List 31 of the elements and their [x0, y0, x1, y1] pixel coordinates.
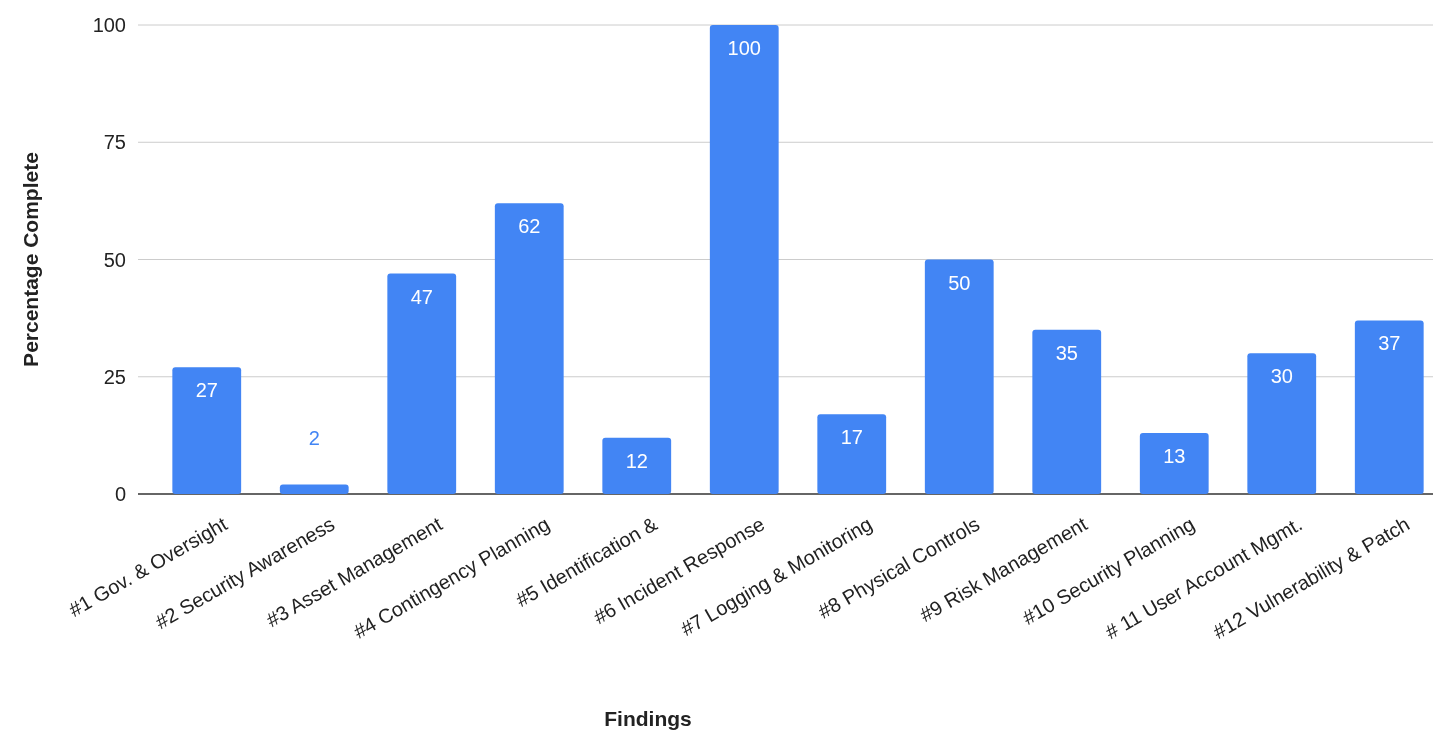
bar	[1032, 329, 1102, 494]
data-label: 2	[308, 426, 320, 449]
bar	[924, 259, 994, 494]
y-tick-label: 0	[114, 483, 126, 505]
bar	[494, 203, 564, 494]
bar	[387, 273, 457, 494]
y-axis-title: Percentage Complete	[19, 152, 42, 367]
bar	[1354, 320, 1424, 494]
bar	[817, 414, 887, 494]
data-label: 27	[195, 379, 218, 402]
y-tick-label: 75	[103, 131, 126, 154]
bar	[1139, 433, 1209, 494]
data-label: 17	[840, 426, 863, 449]
y-tick-label: 50	[103, 248, 126, 271]
data-label: 12	[625, 449, 648, 472]
data-label: 50	[948, 271, 971, 294]
y-tick-label: 25	[103, 365, 126, 388]
bar	[602, 437, 672, 494]
y-tick-label: 100	[92, 14, 126, 36]
data-label: 13	[1163, 445, 1186, 468]
bar	[279, 484, 349, 494]
bar	[709, 25, 779, 494]
x-axis-title: Findings	[604, 707, 692, 730]
data-label: 37	[1378, 332, 1401, 355]
bar	[172, 367, 242, 494]
data-label: 47	[410, 285, 433, 308]
data-label: 30	[1270, 365, 1293, 388]
data-label: 35	[1055, 341, 1078, 364]
data-label: 62	[518, 215, 541, 238]
data-label: 100	[727, 37, 761, 59]
bar	[1247, 353, 1317, 494]
